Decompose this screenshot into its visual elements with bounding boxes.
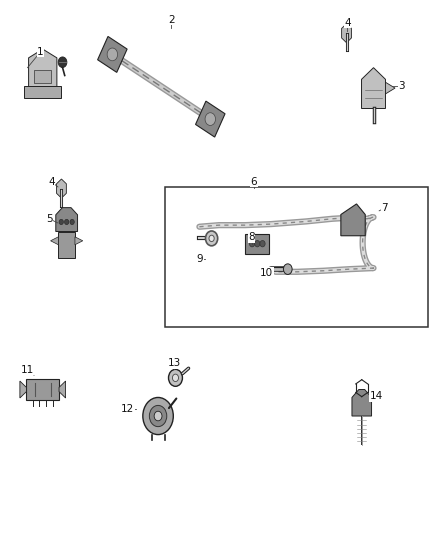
Polygon shape (75, 237, 83, 245)
Text: 14: 14 (370, 391, 383, 401)
Text: 13: 13 (168, 358, 181, 368)
Circle shape (283, 264, 292, 274)
Polygon shape (98, 36, 127, 72)
Circle shape (209, 235, 214, 241)
Circle shape (70, 219, 74, 224)
Circle shape (205, 113, 215, 125)
Bar (58, 231, 75, 258)
Polygon shape (57, 179, 66, 198)
Text: 6: 6 (251, 176, 257, 187)
Circle shape (58, 57, 67, 68)
Polygon shape (341, 204, 365, 236)
Text: 9: 9 (197, 254, 203, 263)
Polygon shape (20, 381, 26, 398)
Circle shape (107, 48, 117, 61)
Text: 5: 5 (46, 214, 53, 224)
Bar (165, 187, 428, 327)
Polygon shape (361, 68, 385, 109)
Circle shape (250, 240, 254, 247)
Text: 4: 4 (48, 176, 55, 187)
Polygon shape (50, 237, 58, 245)
Circle shape (59, 219, 64, 224)
Bar (34, 69, 51, 83)
Bar (245, 233, 269, 254)
Polygon shape (352, 390, 371, 416)
Bar (26, 379, 59, 400)
Text: 8: 8 (248, 232, 255, 243)
Text: 7: 7 (381, 203, 388, 213)
Polygon shape (28, 49, 57, 87)
Circle shape (143, 398, 173, 434)
Text: 4: 4 (344, 18, 351, 28)
Circle shape (205, 231, 218, 246)
Polygon shape (342, 23, 351, 43)
Circle shape (64, 219, 69, 224)
Circle shape (254, 240, 260, 247)
Circle shape (173, 374, 179, 382)
Text: 11: 11 (21, 365, 34, 375)
Text: 2: 2 (168, 15, 174, 25)
Circle shape (154, 411, 162, 421)
Circle shape (260, 240, 265, 247)
Text: 10: 10 (260, 268, 273, 278)
Circle shape (149, 406, 167, 426)
Polygon shape (195, 101, 225, 137)
Polygon shape (59, 381, 66, 398)
Bar (25, 86, 61, 98)
Text: 12: 12 (121, 403, 134, 414)
Circle shape (169, 369, 183, 386)
Text: 1: 1 (37, 47, 44, 56)
Polygon shape (56, 208, 78, 231)
Polygon shape (385, 82, 395, 94)
Text: 3: 3 (399, 81, 405, 91)
